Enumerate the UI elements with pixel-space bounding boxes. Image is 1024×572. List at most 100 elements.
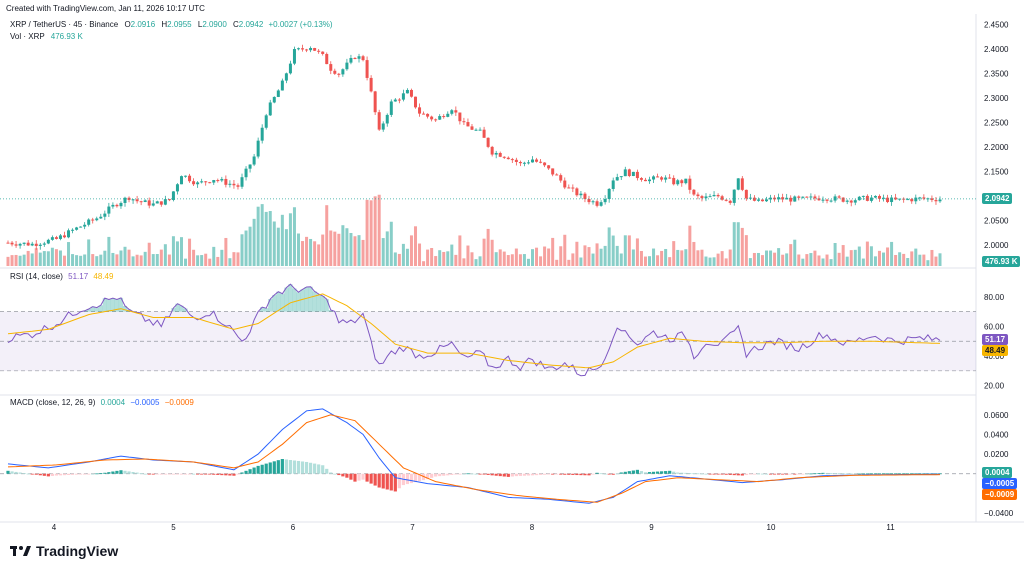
candle-body [123, 197, 127, 203]
candle-body [438, 116, 442, 120]
macd-histogram-bar [107, 472, 111, 474]
tradingview-logo[interactable]: TradingView [10, 543, 118, 559]
macd-histogram-bar [18, 472, 22, 474]
candle-body [744, 189, 748, 199]
macd-histogram-bar [651, 471, 656, 474]
rsi-tick-label: 80.00 [984, 293, 1005, 302]
macd-histogram-bar [115, 470, 119, 474]
macd-histogram-bar [280, 459, 284, 474]
ohlc-high: 2.0955 [167, 20, 192, 29]
volume-legend[interactable]: Vol · XRP 476.93 K [10, 32, 83, 41]
candle-body [301, 48, 305, 50]
candle-body [873, 195, 877, 198]
volume-bar [26, 250, 30, 266]
candle-body [220, 178, 224, 181]
candle-body [676, 180, 680, 185]
macd-hist-badge: 0.0004 [982, 467, 1013, 478]
rsi-legend[interactable]: RSI (14, close) 51.17 48.49 [10, 272, 113, 281]
macd-histogram-bar [555, 473, 559, 475]
volume-bar [809, 253, 813, 266]
volume-bar [224, 237, 228, 266]
rsi-tick-label: 40.00 [984, 352, 1005, 361]
volume-bar [490, 239, 494, 266]
volume-bar [349, 232, 353, 266]
macd-histogram-bar [6, 470, 10, 474]
macd-histogram-bar [426, 473, 430, 480]
volume-bar [301, 241, 305, 266]
macd-histogram-bar [821, 472, 825, 474]
volume-bar [71, 254, 75, 266]
candle-body [777, 197, 781, 200]
candle-body [849, 200, 853, 203]
volume-bar [543, 246, 547, 266]
macd-line-badge: −0.0005 [982, 478, 1018, 489]
volume-bar [684, 249, 688, 266]
volume-bar [837, 252, 841, 266]
volume-bar [413, 226, 417, 266]
volume-bar [575, 241, 579, 266]
volume-bar [902, 253, 906, 266]
volume-bar [345, 228, 349, 266]
candle-body [208, 182, 212, 184]
macd-histogram-bar [417, 473, 422, 482]
macd-histogram-bar [430, 473, 434, 478]
macd-histogram-bar [62, 473, 67, 476]
macd-histogram-bar [551, 473, 555, 475]
macd-histogram-bar [902, 473, 906, 475]
price-tick-label: 2.0000 [984, 241, 1009, 250]
volume-bar [700, 249, 704, 266]
macd-histogram-bar [603, 473, 607, 475]
candle-body [196, 182, 200, 185]
candle-body [426, 113, 430, 117]
volume-bar [760, 255, 764, 266]
candle-body [833, 196, 837, 201]
candle-body [518, 161, 522, 164]
macd-histogram-bar [365, 473, 369, 482]
volume-bar [639, 250, 643, 266]
price-tick-label: 2.3500 [984, 69, 1009, 78]
candle-body [595, 201, 599, 206]
macd-histogram-bar [898, 473, 902, 475]
candle-body [631, 171, 635, 177]
volume-bar [656, 255, 660, 266]
volume-bar [200, 255, 204, 266]
candle-body [175, 184, 179, 192]
volume-bar [680, 250, 684, 266]
macd-histogram-bar [171, 473, 176, 475]
volume-bar [635, 238, 639, 266]
volume-bar [724, 258, 728, 266]
volume-bar [938, 253, 942, 266]
macd-histogram-bar [615, 473, 619, 475]
candle-body [482, 129, 486, 138]
volume-bar [127, 249, 131, 266]
macd-histogram-bar [345, 473, 349, 478]
volume-bar [373, 196, 377, 266]
volume-bar [890, 241, 894, 266]
symbol-legend[interactable]: XRP / TetherUS · 45 · Binance O2.0916 H2… [10, 20, 333, 29]
candle-body [688, 178, 692, 190]
volume-bar [813, 250, 817, 266]
candle-body [841, 197, 845, 202]
volume-bar [438, 250, 442, 266]
candle-body [547, 165, 551, 169]
macd-histogram-bar [458, 473, 462, 475]
volume-bar [442, 251, 446, 266]
volume-bar [14, 254, 18, 266]
macd-histogram-bar [208, 473, 212, 475]
macd-histogram-bar [143, 473, 147, 475]
macd-histogram-bar [212, 473, 216, 475]
volume-bar [434, 256, 438, 266]
candle-body [551, 168, 555, 175]
candle-body [264, 115, 268, 128]
macd-histogram-bar [922, 473, 926, 475]
tradingview-logo-icon [10, 546, 31, 556]
candle-body [365, 60, 369, 78]
candle-body [906, 199, 910, 201]
candle-body [38, 244, 42, 246]
volume-bar [418, 243, 422, 266]
macd-legend[interactable]: MACD (close, 12, 26, 9) 0.0004 −0.0005 −… [10, 398, 194, 407]
volume-bar [272, 221, 276, 266]
macd-histogram-bar [809, 473, 813, 475]
candle-body [664, 177, 668, 180]
